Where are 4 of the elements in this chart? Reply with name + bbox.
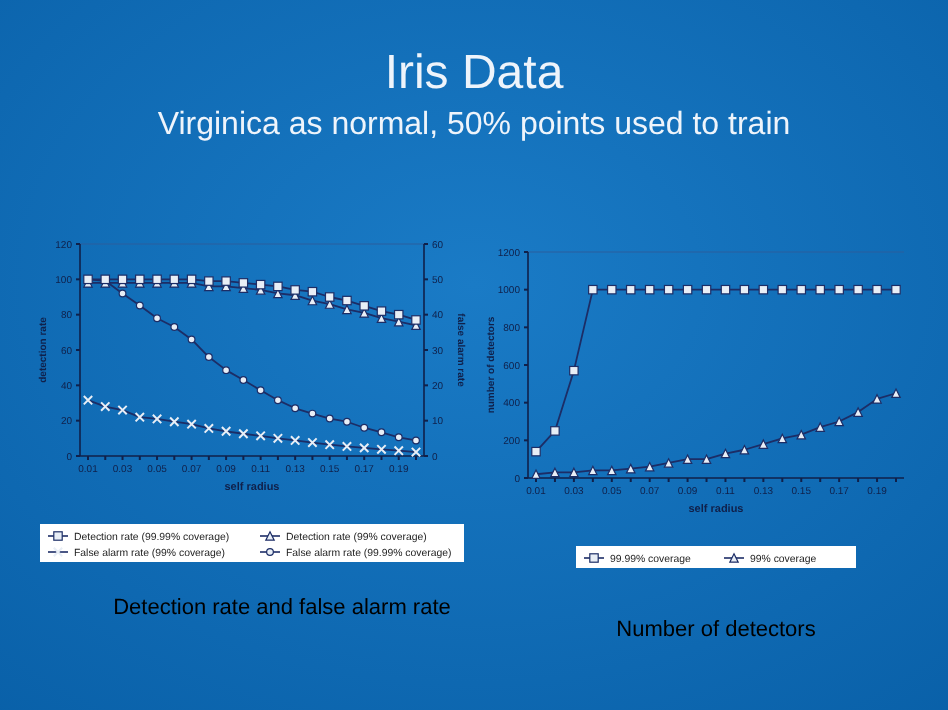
chart-subtitle: Virginica as normal, 50% points used to train <box>157 108 791 142</box>
chart-title: Iris Data <box>384 46 565 100</box>
text: Detection rate and false alarm rate <box>113 596 451 620</box>
text: Number of detectors <box>616 618 817 642</box>
